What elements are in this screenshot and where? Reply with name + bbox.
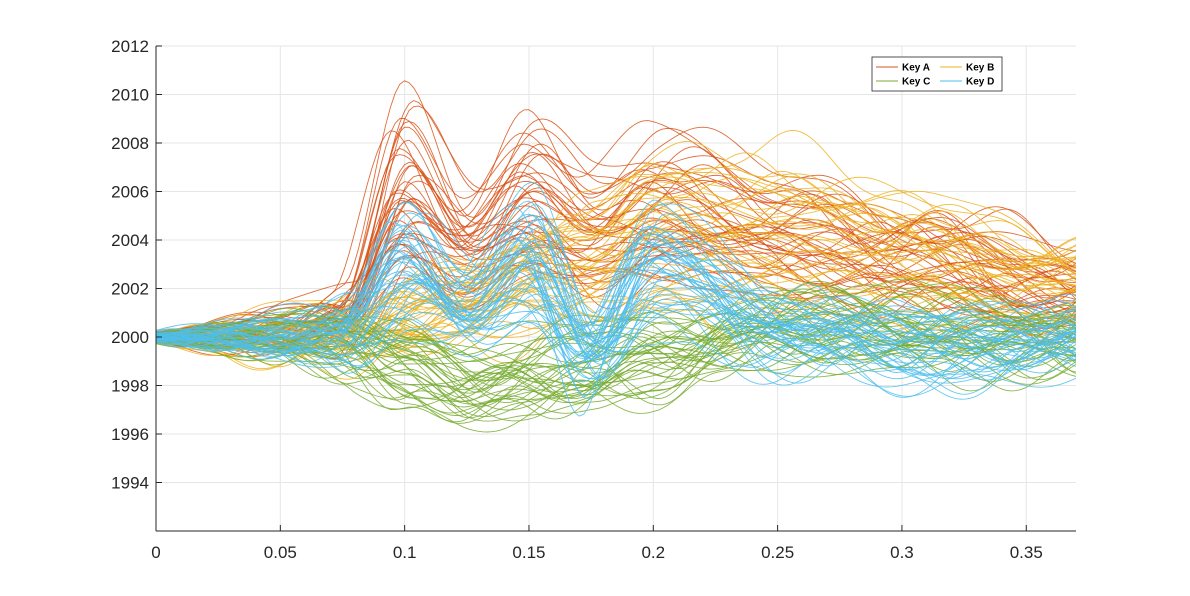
series-line (156, 221, 1076, 363)
series-line (156, 224, 1076, 400)
series-line (156, 228, 1076, 417)
legend-label: Key B (966, 63, 994, 74)
legend-label: Key C (902, 77, 930, 88)
series-line (156, 201, 1076, 370)
series-line (156, 253, 1076, 354)
y-tick-label: 2008 (111, 134, 149, 153)
series-line (156, 224, 1076, 339)
series-line (156, 286, 1076, 380)
series-lines (156, 80, 1076, 433)
series-line (156, 286, 1076, 355)
series-line (156, 332, 1076, 423)
y-tick-label: 1994 (111, 474, 149, 493)
series-line (156, 225, 1076, 348)
y-tick-label: 1998 (111, 377, 149, 396)
x-tick-label: 0.3 (890, 543, 914, 562)
legend-label: Key A (902, 63, 930, 74)
y-tick-label: 2006 (111, 183, 149, 202)
y-ticks: 1994 1996 1998 2000 2002 2004 2006 2008 2010 2012 (111, 37, 162, 493)
y-tick-label: 2002 (111, 280, 149, 299)
y-tick-label: 2012 (111, 37, 149, 56)
series-line (156, 274, 1076, 388)
series-line (156, 195, 1076, 356)
series-line (156, 259, 1076, 397)
series-line (156, 308, 1076, 388)
legend: Key A Key B Key C Key D (871, 56, 1003, 92)
series-line (156, 241, 1076, 368)
x-tick-label: 0.25 (761, 543, 794, 562)
y-tick-label: 1996 (111, 425, 149, 444)
x-tick-label: 0.05 (264, 543, 297, 562)
y-tick-label: 2004 (111, 231, 149, 250)
x-ticks: 0 0.05 0.1 0.15 0.2 0.25 0.3 0.35 (151, 525, 1043, 562)
series-line (156, 228, 1076, 395)
series-line (156, 312, 1076, 387)
y-tick-label: 2000 (111, 328, 149, 347)
legend-label: Key D (966, 77, 994, 88)
x-tick-label: 0.2 (641, 543, 665, 562)
series-key-d (156, 181, 1076, 417)
series-line (156, 203, 1076, 338)
x-tick-label: 0.15 (512, 543, 545, 562)
series-line (156, 210, 1076, 337)
y-tick-label: 2010 (111, 86, 149, 105)
x-tick-label: 0 (151, 543, 160, 562)
series-line (156, 239, 1076, 381)
series-line (156, 322, 1076, 403)
series-line (156, 130, 1076, 338)
series-line (156, 293, 1076, 368)
series-line (156, 246, 1076, 361)
series-line (156, 333, 1076, 420)
series-line (156, 130, 1076, 337)
series-line (156, 205, 1076, 353)
x-tick-label: 0.35 (1010, 543, 1043, 562)
legend-box (871, 56, 1003, 92)
x-tick-label: 0.1 (393, 543, 417, 562)
series-line (156, 225, 1076, 364)
